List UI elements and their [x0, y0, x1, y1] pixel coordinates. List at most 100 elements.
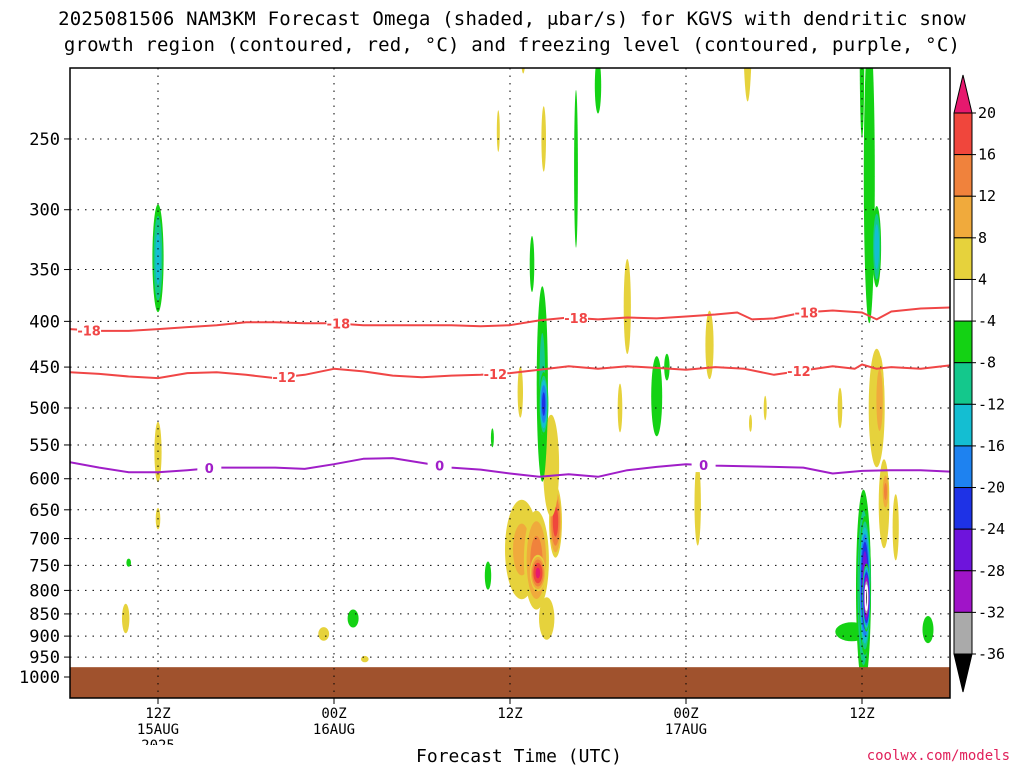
- colorbar-label: 16: [978, 146, 996, 164]
- contour-label: 0: [435, 460, 444, 475]
- omega-shade: [318, 627, 330, 641]
- contour-label-bg: [427, 457, 452, 473]
- y-tick-label: 700: [29, 530, 60, 550]
- omega-shade: [521, 68, 525, 74]
- colorbar-swatch: [953, 487, 973, 530]
- x-tick-label: 2025: [141, 738, 175, 745]
- omega-shade: [542, 392, 546, 416]
- omega-shade: [837, 387, 843, 429]
- omega-shade: [122, 603, 130, 634]
- omega-shade: [490, 428, 494, 448]
- colorbar-label: 8: [978, 229, 987, 247]
- omega-feature: [863, 68, 875, 324]
- colorbar-swatch: [953, 611, 973, 655]
- y-tick-label: 500: [29, 399, 60, 419]
- omega-feature: [705, 310, 714, 380]
- omega-shade: [694, 462, 701, 546]
- colorbar-bottom-arrow: [953, 653, 973, 693]
- y-tick-label: 800: [29, 581, 60, 601]
- colorbar-swatch: [953, 445, 973, 489]
- omega-feature: [126, 558, 131, 567]
- contour-label-bg: [691, 457, 716, 473]
- contour-label: 0: [205, 462, 214, 477]
- omega-feature: [496, 110, 500, 152]
- omega-feature: [874, 355, 885, 446]
- contour-label-bg: [483, 365, 508, 381]
- contour-label: 0: [699, 459, 708, 474]
- omega-shade: [517, 366, 523, 418]
- omega-feature: [318, 627, 330, 641]
- colorbar-label: -20: [978, 479, 1005, 497]
- y-tick-label: 250: [29, 130, 60, 150]
- omega-feature: [837, 387, 843, 429]
- omega-shade: [496, 110, 500, 152]
- omega-shade: [484, 561, 492, 590]
- omega-shade: [543, 414, 560, 517]
- omega-feature: [574, 90, 578, 248]
- y-tick-label: 750: [29, 556, 60, 576]
- gridlines: [70, 68, 950, 698]
- colorbar-swatch: [953, 195, 973, 239]
- y-tick-label: 550: [29, 436, 60, 456]
- colorbar-label: -16: [978, 437, 1005, 455]
- omega-time-height-chart: -18 -18 -18 -18-12 -12 -120 0 0 250300350400450…: [19, 67, 1005, 745]
- contour-label: -18: [77, 324, 101, 339]
- x-axis-label: Forecast Time (UTC): [0, 746, 1024, 767]
- omega-shade: [749, 414, 752, 432]
- ground-fill: [70, 667, 950, 698]
- colorbar-swatch: [953, 237, 973, 280]
- contour-label-bg: [197, 460, 222, 476]
- x-axis-ticks: 12Z15AUG202500Z16AUG12Z00Z17AUG12Z: [137, 698, 875, 745]
- omega-feature: [543, 414, 560, 517]
- omega-feature: [152, 204, 164, 313]
- x-tick-label: 00Z: [673, 706, 698, 722]
- colorbar-label: -28: [978, 562, 1005, 580]
- omega-shade: [594, 68, 602, 114]
- y-tick-label: 350: [29, 261, 60, 281]
- colorbar-top-arrow: [953, 74, 973, 114]
- omega-feature: [484, 561, 492, 590]
- omega-feature: [763, 395, 767, 421]
- omega-shade: [859, 68, 865, 139]
- omega-feature: [521, 68, 525, 74]
- contour-label: -12: [787, 365, 811, 380]
- omega-feature: [664, 353, 670, 381]
- contour-line: [70, 363, 950, 380]
- y-tick-label: 450: [29, 358, 60, 378]
- y-tick-label: 650: [29, 501, 60, 521]
- omega-shade: [574, 90, 578, 248]
- omega-shade: [884, 483, 887, 500]
- colorbar-label: -36: [978, 645, 1005, 663]
- contour-label-bg: [326, 315, 351, 331]
- omega-feature: [347, 609, 359, 628]
- omega-feature: [744, 68, 752, 102]
- omega-feature: [361, 655, 369, 663]
- omega-shade: [347, 609, 359, 628]
- omega-shade: [744, 68, 752, 102]
- ground-layer: [70, 667, 950, 698]
- contour-label-bg: [564, 309, 588, 325]
- omega-shade: [126, 558, 131, 567]
- omega-shading-layer: [122, 68, 934, 687]
- contour-label-bg: [272, 369, 297, 385]
- x-tick-label: 17AUG: [665, 722, 707, 738]
- colorbar-swatch: [953, 570, 973, 613]
- omega-feature: [892, 494, 899, 561]
- omega-shade: [552, 506, 559, 537]
- omega-shade: [876, 369, 883, 431]
- omega-feature: [539, 372, 549, 437]
- y-tick-label: 600: [29, 470, 60, 490]
- contour-label: -18: [795, 306, 819, 321]
- contour-label-bg: [794, 304, 819, 320]
- omega-feature: [749, 414, 752, 432]
- colorbar-label: 4: [978, 270, 987, 288]
- omega-feature: [862, 563, 871, 632]
- contour-label: -18: [327, 318, 351, 333]
- omega-shade: [763, 395, 767, 421]
- x-tick-label: 16AUG: [313, 722, 355, 738]
- colorbar-label: 12: [978, 187, 996, 205]
- omega-shade: [623, 259, 631, 354]
- x-tick-label: 12Z: [145, 706, 170, 722]
- contour-temperature: -18 -18 -18 -18: [70, 304, 950, 339]
- colorbar-swatch: [953, 278, 973, 322]
